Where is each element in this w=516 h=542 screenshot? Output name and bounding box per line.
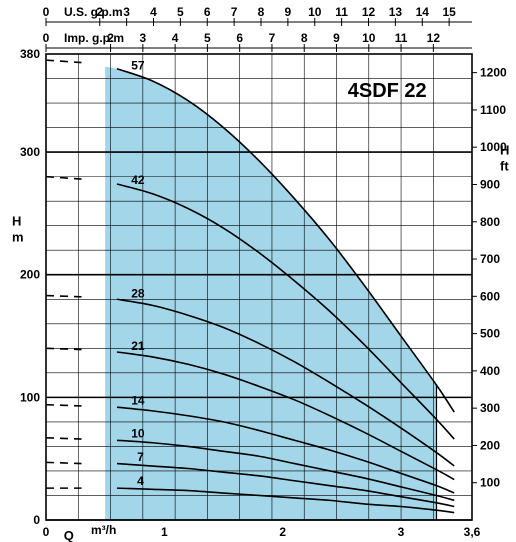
top1-label: 12	[362, 5, 376, 19]
curve-28-dash	[46, 296, 82, 297]
series-label-10: 10	[131, 426, 145, 440]
ytick-right: 200	[480, 438, 500, 452]
ytick-right: 500	[480, 327, 500, 341]
curve-14-dash	[46, 405, 82, 406]
curve-10-dash	[46, 438, 82, 439]
top2-label: 12	[427, 31, 441, 45]
top2-label: 9	[333, 31, 340, 45]
ytick-right: 1200	[480, 66, 507, 80]
operating-region	[105, 67, 436, 520]
y-left-title: H	[12, 214, 21, 229]
x-bottom-title: Q	[64, 528, 74, 542]
ytick-left: 0	[33, 513, 40, 527]
top2-label: 0	[43, 31, 50, 45]
ytick-right: 400	[480, 364, 500, 378]
series-label-14: 14	[131, 394, 145, 408]
top2-label: 10	[362, 31, 376, 45]
top2-label: 5	[204, 31, 211, 45]
top1-label: 5	[177, 5, 184, 19]
ytick-left: 100	[20, 390, 40, 404]
curve-7-dash	[46, 462, 82, 463]
y-right-title: H	[500, 143, 509, 158]
top2-unit: Imp. g.p.m	[64, 31, 124, 45]
top1-label: 8	[258, 5, 265, 19]
top1-label: 13	[389, 5, 403, 19]
top2-label: 8	[301, 31, 308, 45]
ytick-right: 800	[480, 215, 500, 229]
ytick-left: 200	[20, 268, 40, 282]
top1-label: 7	[231, 5, 238, 19]
series-label-57: 57	[131, 59, 145, 73]
top2-label: 7	[269, 31, 276, 45]
top2-label: 3	[139, 31, 146, 45]
top1-label: 0	[43, 5, 50, 19]
xtick-bottom: 3,6	[464, 525, 481, 539]
top1-label: 4	[150, 5, 157, 19]
y-left-unit: m	[12, 230, 24, 245]
xtick-bottom: 3	[398, 525, 405, 539]
top2-label: 4	[172, 31, 179, 45]
ytick-right: 300	[480, 401, 500, 415]
y-right-unit: ft	[500, 159, 509, 174]
xtick-bottom: 1	[161, 525, 168, 539]
curve-42-dash	[46, 177, 82, 179]
top1-label: 9	[285, 5, 292, 19]
series-label-42: 42	[131, 173, 145, 187]
ytick-right: 700	[480, 252, 500, 266]
series-label-4: 4	[137, 474, 144, 488]
series-label-28: 28	[131, 287, 145, 301]
x-bottom-unit: m³/h	[91, 523, 116, 537]
top1-label: 11	[335, 5, 348, 19]
chart-svg: 574228211410740100200300380Hm10020030040…	[0, 0, 516, 542]
pump-curve-chart: 574228211410740100200300380Hm10020030040…	[0, 0, 516, 542]
ytick-right: 1100	[480, 103, 506, 117]
series-label-21: 21	[131, 339, 145, 353]
top1-label: 6	[204, 5, 211, 19]
top1-label: 10	[308, 5, 322, 19]
ytick-right: 600	[480, 289, 500, 303]
ytick-left: 380	[20, 47, 40, 61]
xtick-bottom: 2	[279, 525, 286, 539]
chart-title: 4SDF 22	[348, 80, 427, 102]
top2-label: 6	[236, 31, 243, 45]
ytick-left: 300	[20, 145, 40, 159]
top1-label: 15	[442, 5, 456, 19]
top2-label: 11	[395, 31, 408, 45]
top1-label: 3	[123, 5, 130, 19]
ytick-right: 100	[480, 476, 500, 490]
series-label-7: 7	[137, 450, 144, 464]
top1-label: 14	[416, 5, 430, 19]
ytick-right: 900	[480, 177, 500, 191]
top1-unit: U.S. g.p.m	[64, 5, 123, 19]
curve-57-dash	[46, 60, 82, 62]
xtick-bottom: 0	[43, 525, 50, 539]
